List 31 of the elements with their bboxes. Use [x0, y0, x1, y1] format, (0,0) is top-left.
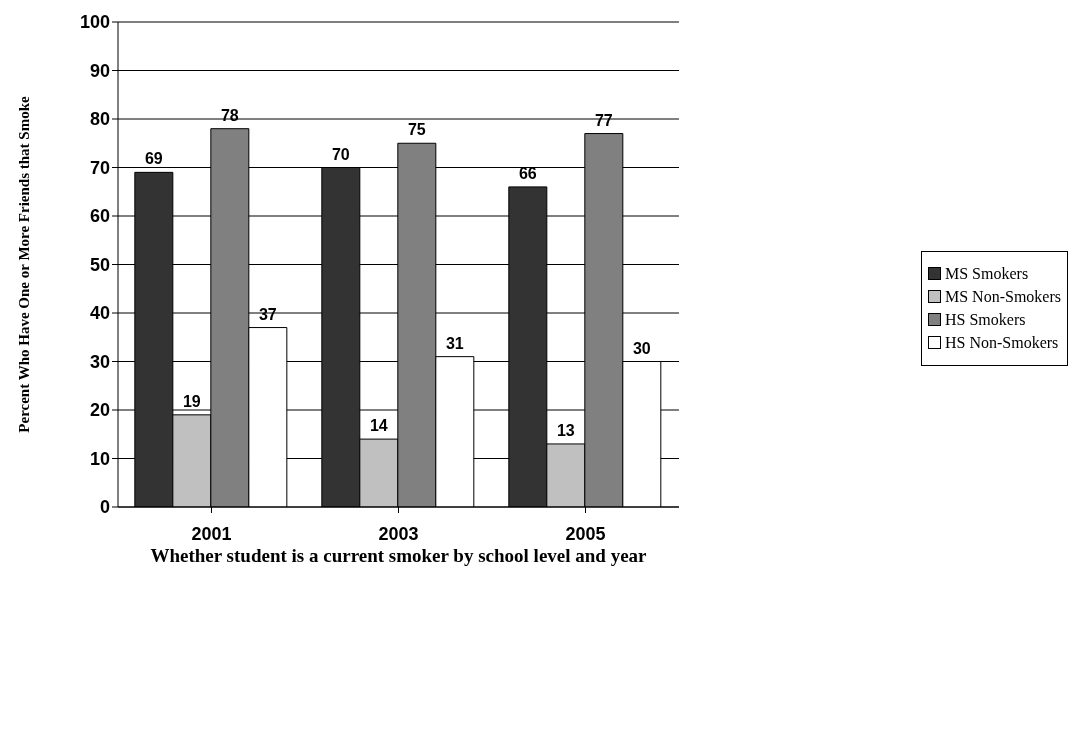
data-label: 70: [331, 145, 350, 163]
legend-label: MS Non-Smokers: [944, 287, 1061, 306]
data-label: 75: [407, 121, 426, 139]
y-tick-label: 30: [89, 351, 110, 372]
y-tick-label: 80: [89, 109, 110, 130]
y-tick-label: 0: [99, 497, 110, 518]
legend-label: HS Smokers: [944, 310, 1026, 329]
y-tick-label: 10: [89, 448, 110, 469]
y-tick-label: 100: [79, 12, 110, 33]
legend-label: HS Non-Smokers: [944, 333, 1059, 352]
legend-label: MS Smokers: [944, 264, 1029, 283]
data-label: 69: [144, 150, 163, 168]
data-label: 31: [445, 334, 464, 352]
data-label: 37: [258, 305, 277, 323]
data-label: 14: [369, 417, 388, 435]
y-tick-label: 20: [89, 400, 110, 421]
y-tick-label: 70: [89, 157, 110, 178]
y-tick-label: 90: [89, 60, 110, 81]
x-tick-label: 2001: [191, 523, 232, 544]
y-tick-label: 40: [89, 303, 110, 324]
x-tick-label: 2005: [565, 523, 606, 544]
data-label: 77: [594, 111, 613, 129]
x-tick-label: 2003: [378, 523, 419, 544]
x-axis-title: Whether student is a current smoker by school level and year: [150, 545, 648, 567]
data-label: 30: [632, 339, 651, 357]
data-label: 19: [182, 392, 201, 410]
data-label: 78: [220, 106, 239, 124]
y-tick-label: 50: [89, 254, 110, 275]
y-tick-label: 60: [89, 206, 110, 227]
data-label: 13: [556, 421, 575, 439]
y-axis-title: Percent Who Have One or More Friends that Smoke: [16, 95, 33, 433]
